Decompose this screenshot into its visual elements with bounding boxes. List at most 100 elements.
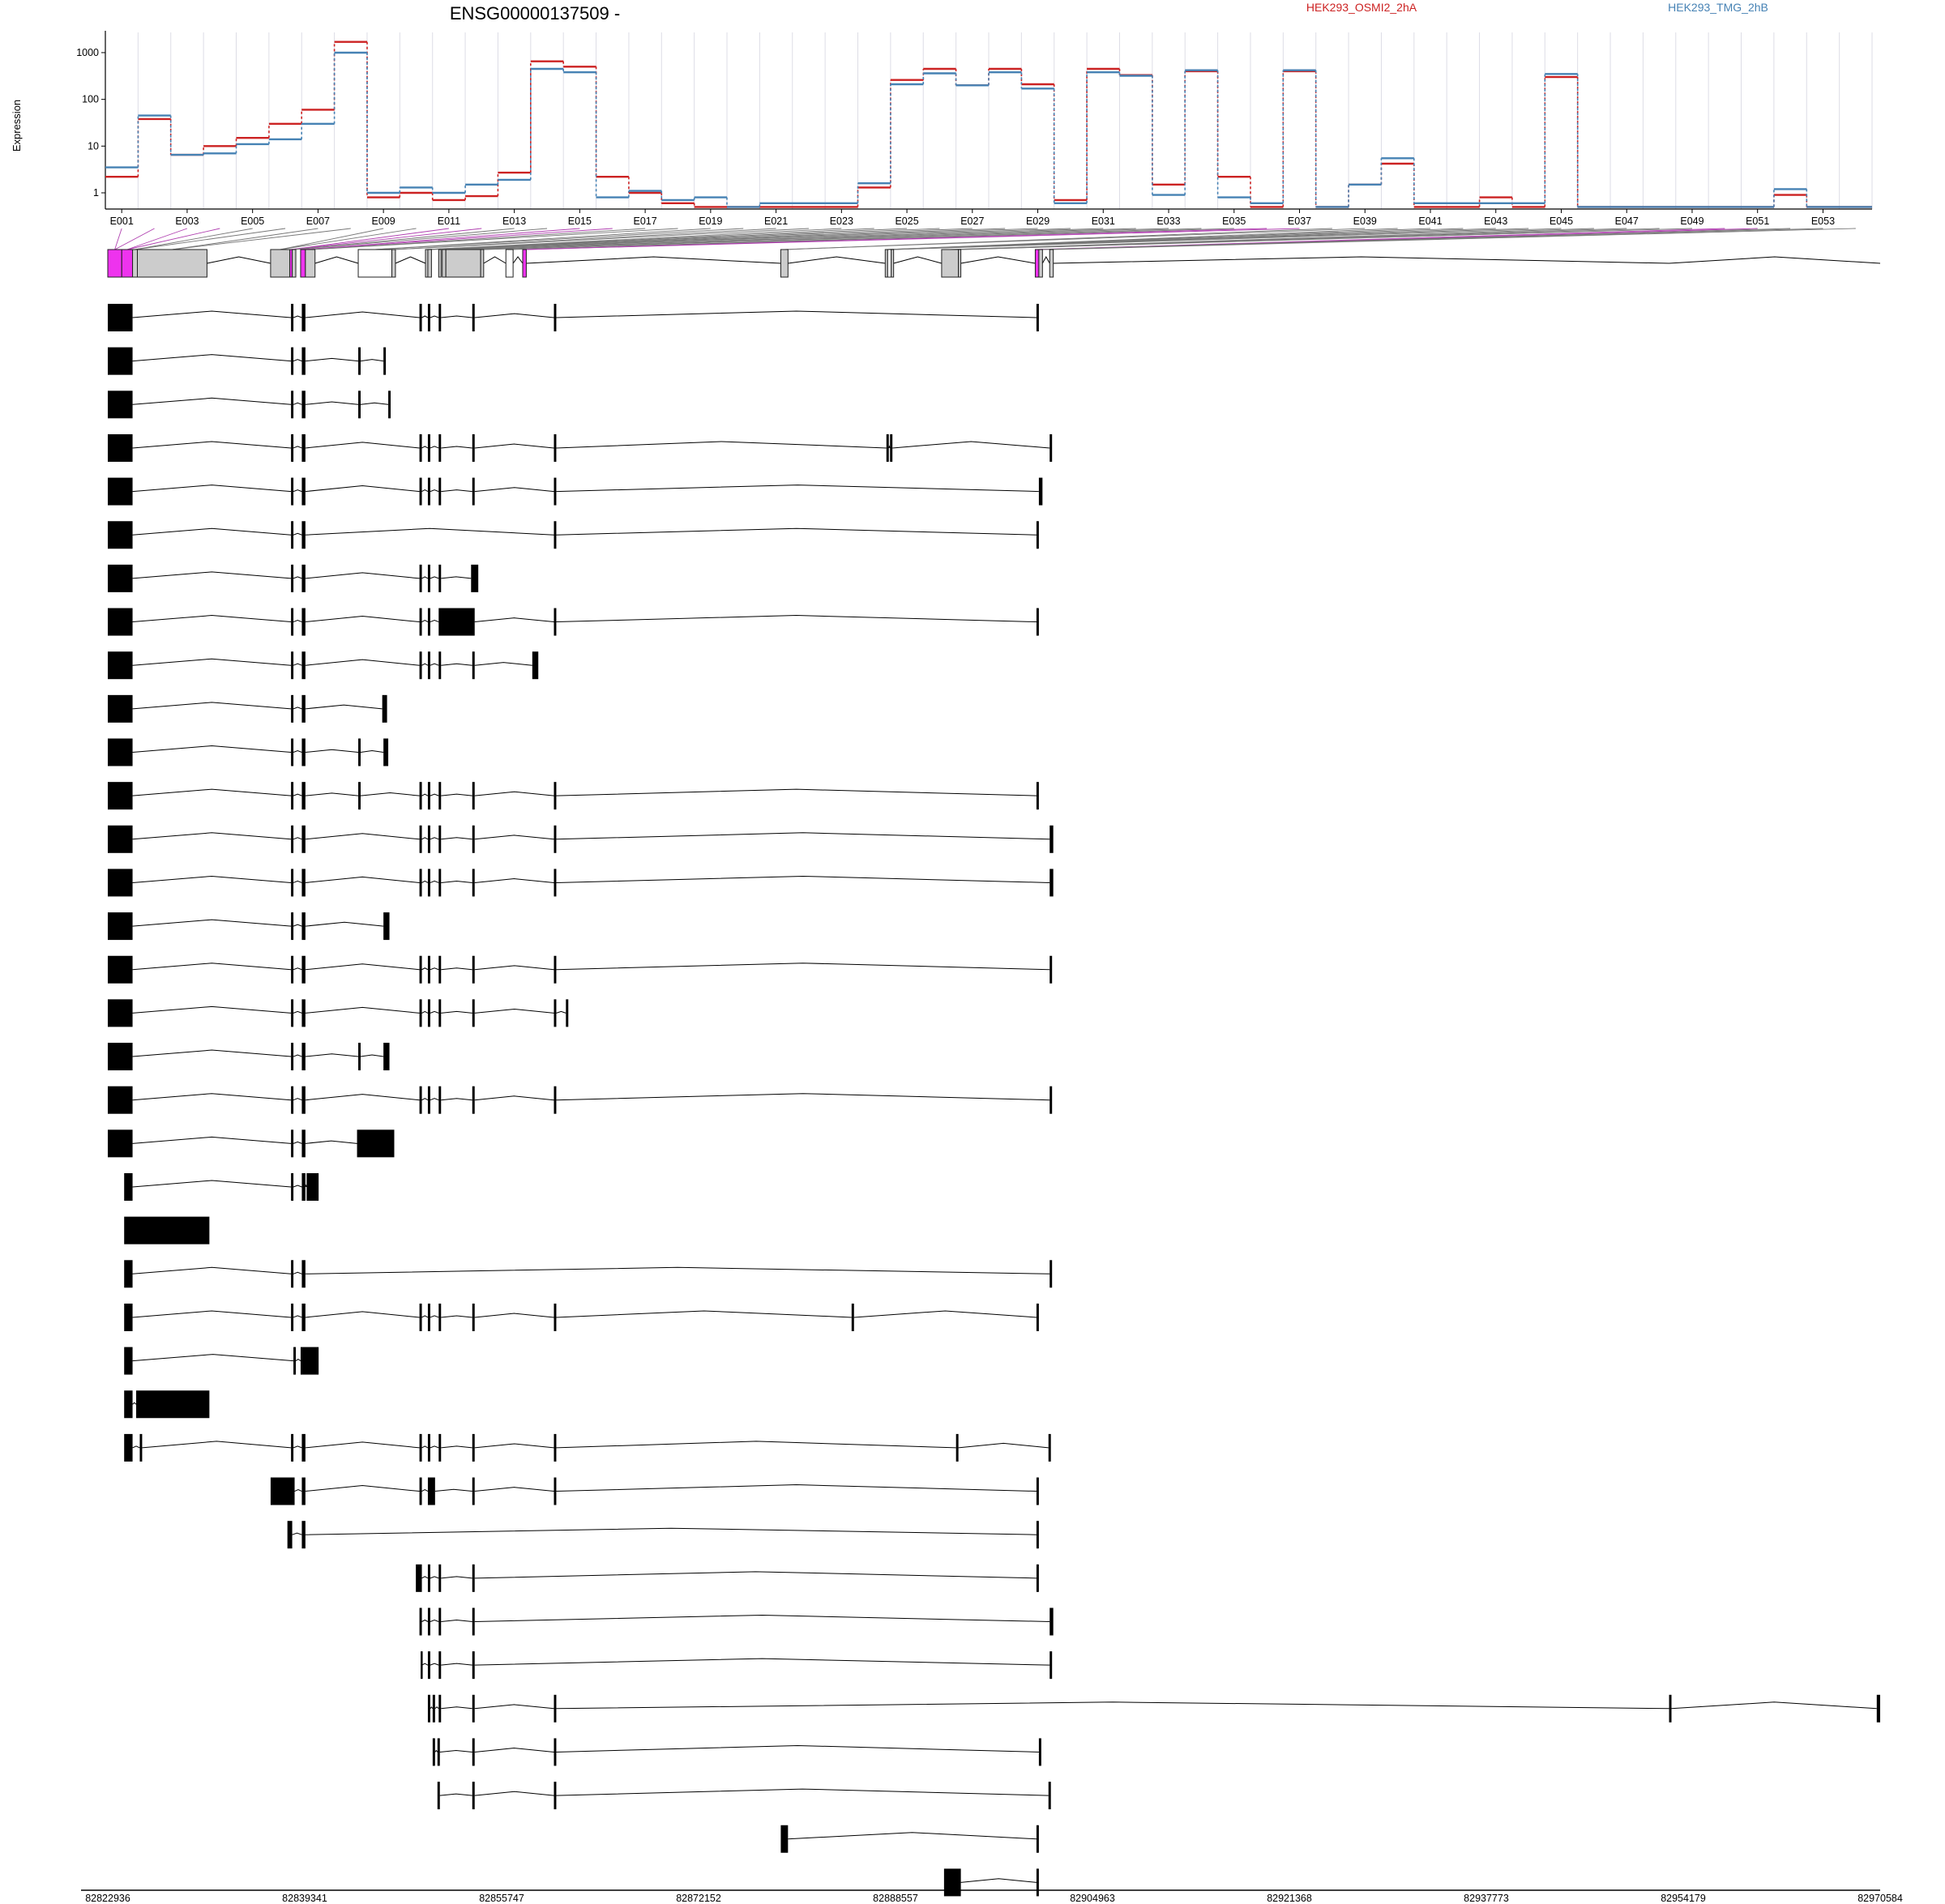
transcript-row: [108, 912, 390, 941]
transcript-intron: [305, 659, 420, 666]
gene-model-track: [107, 249, 1881, 278]
transcript-exon: [301, 433, 306, 462]
transcript-exon: [388, 391, 391, 419]
exon-connector: [291, 228, 482, 250]
transcript-exon: [438, 1086, 442, 1114]
transcript-intron: [439, 1749, 472, 1752]
transcript-row: [108, 521, 1039, 549]
transcript-exon: [358, 782, 361, 810]
transcript-exon: [419, 869, 422, 897]
transcript-intron: [556, 485, 1039, 493]
transcript-intron: [293, 1185, 302, 1188]
transcript-intron: [421, 1010, 429, 1014]
transcript-exon: [301, 1129, 306, 1158]
transcript-intron: [293, 576, 302, 579]
transcript-exon: [291, 1086, 294, 1114]
gene-model-exon: [780, 249, 789, 278]
exon-connector: [172, 228, 351, 250]
transcript-exon: [472, 1782, 475, 1810]
transcript-exon: [291, 912, 294, 941]
transcript-row: [108, 738, 389, 766]
genomic-tick-label: 82921368: [1267, 1893, 1312, 1904]
transcript-intron: [142, 1441, 292, 1449]
transcript-exon: [291, 477, 294, 506]
transcript-intron: [892, 441, 1050, 449]
transcript-exon: [124, 1347, 133, 1375]
transcript-exon: [432, 1738, 435, 1766]
exon-connector: [430, 228, 940, 250]
transcript-intron: [853, 1310, 1037, 1318]
gene-model-exon: [121, 249, 134, 278]
transcript-intron: [132, 1049, 292, 1057]
transcript-intron: [430, 1663, 439, 1666]
transcript-exon: [108, 738, 133, 766]
transcript-exon: [419, 433, 422, 462]
transcript-exon: [472, 1086, 475, 1114]
transcript-intron: [556, 1701, 1669, 1710]
transcript-row: [108, 869, 1054, 897]
transcript-exon: [108, 477, 133, 506]
transcript-intron: [960, 1878, 1037, 1883]
transcript-exon: [419, 955, 422, 984]
gene-model-exon: [891, 249, 895, 278]
transcript-intron: [293, 749, 302, 753]
transcript-exon: [108, 825, 133, 853]
transcript-intron: [434, 1706, 439, 1710]
transcript-exon: [438, 999, 442, 1027]
transcript-exon: [1048, 1433, 1051, 1462]
gene-model-exon: [522, 249, 527, 278]
y-tick-label: 10: [88, 140, 99, 152]
transcript-exon: [472, 1433, 475, 1462]
transcript-exon: [301, 1521, 306, 1549]
transcript-exon: [1036, 1477, 1039, 1505]
transcript-exon: [301, 304, 306, 331]
transcript-intron: [293, 967, 302, 971]
transcript-intron: [556, 1484, 1037, 1492]
exon-connector: [114, 228, 155, 250]
transcript-exon: [472, 1607, 475, 1636]
exon-connector: [126, 228, 188, 250]
transcript-intron: [305, 311, 420, 318]
transcript-intron: [305, 616, 420, 623]
transcript-intron: [441, 446, 472, 449]
exon-connector: [291, 228, 449, 250]
transcript-exon: [301, 955, 306, 984]
transcript-exon: [427, 1477, 435, 1505]
transcript-exon: [136, 1390, 210, 1419]
transcript-exon: [291, 694, 294, 723]
transcript-row: [108, 999, 569, 1027]
transcript-exon: [438, 564, 442, 592]
transcript-exon: [291, 391, 294, 419]
transcript-intron: [556, 1744, 1039, 1752]
transcript-exon: [427, 782, 430, 810]
transcript-intron: [441, 1706, 472, 1710]
transcript-exon: [301, 825, 306, 853]
transcript-exon: [108, 1129, 133, 1158]
transcript-exon: [301, 694, 306, 723]
x-tick-label: E049: [1680, 216, 1703, 227]
exon-connector: [135, 228, 253, 250]
exon-connector: [950, 228, 1627, 250]
transcript-exon: [472, 825, 475, 853]
transcript-exon: [1036, 1521, 1039, 1549]
transcript-intron: [305, 792, 359, 796]
transcript-intron: [132, 1402, 137, 1405]
exon-connector: [1051, 228, 1856, 250]
x-tick-label: E021: [764, 216, 788, 227]
x-tick-label: E023: [830, 216, 853, 227]
legend-entry-series-2: HEK293_TMG_2hB: [1668, 1, 1768, 14]
transcript-exon: [419, 564, 422, 592]
x-tick-label: E037: [1288, 216, 1311, 227]
gene-model-exon: [292, 249, 297, 278]
transcript-intron: [421, 793, 429, 796]
transcript-intron: [556, 1441, 956, 1449]
transcript-exon: [291, 347, 294, 375]
transcript-exon: [1036, 304, 1039, 331]
transcript-exon: [554, 1782, 557, 1810]
transcript-exon: [427, 608, 430, 636]
transcript-intron: [305, 704, 383, 710]
transcript-exon: [383, 1043, 390, 1071]
transcript-exon: [1048, 1782, 1051, 1810]
transcript-intron: [441, 1619, 472, 1622]
transcript-row: [124, 1347, 319, 1375]
